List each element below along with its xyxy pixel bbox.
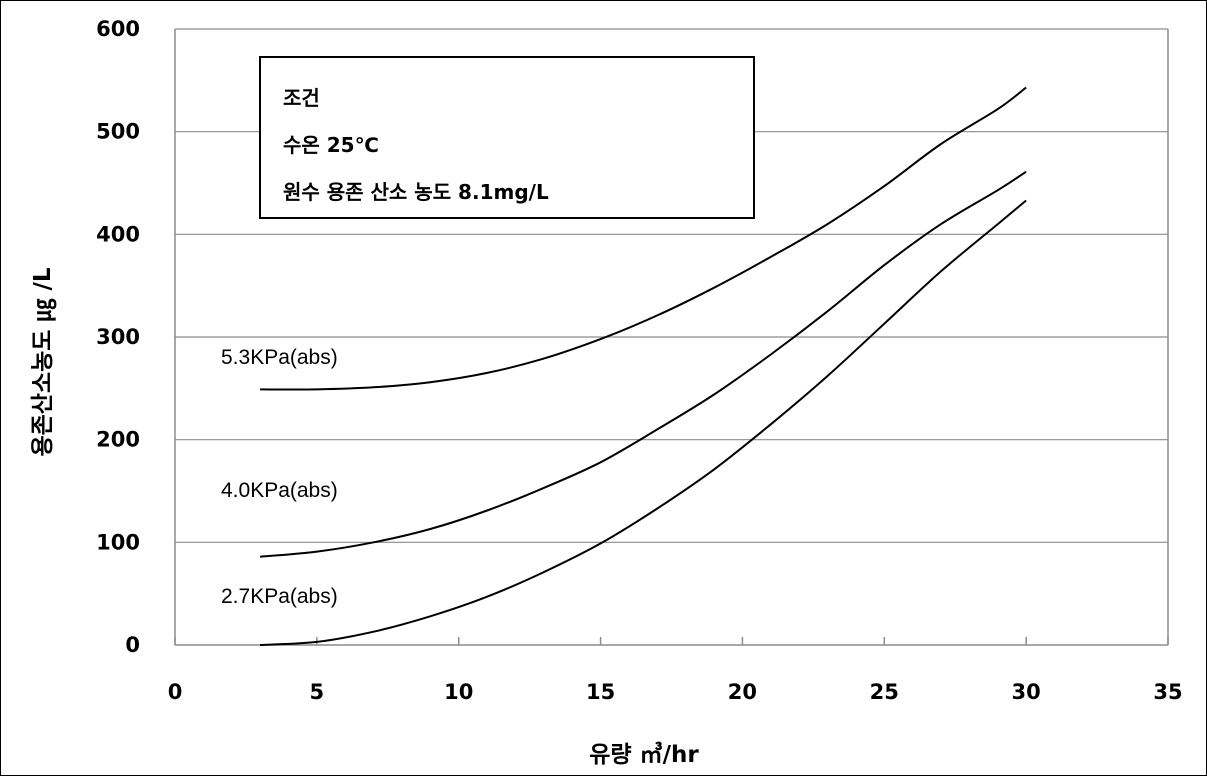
y-tick-label: 500 bbox=[96, 120, 140, 144]
x-tick-label: 25 bbox=[870, 680, 899, 704]
y-tick-label: 0 bbox=[125, 633, 140, 657]
y-axis-ticks: 0 100 200 300 400 500 600 bbox=[96, 17, 140, 657]
series-labels: 5.3KPa(abs) 4.0KPa(abs) 2.7KPa(abs) bbox=[221, 346, 338, 608]
series-line-0 bbox=[260, 86, 1027, 391]
y-tick-label: 600 bbox=[96, 17, 140, 41]
x-tick-label: 0 bbox=[168, 680, 183, 704]
series-label-0: 5.3KPa(abs) bbox=[221, 346, 338, 369]
x-tick-label: 35 bbox=[1153, 680, 1182, 704]
y-tick-label: 400 bbox=[96, 222, 140, 246]
condition-box: 조건 수온 25℃ 원수 용존 산소 농도 8.1mg/L bbox=[259, 56, 755, 219]
condition-source-do: 원수 용존 산소 농도 8.1mg/L bbox=[283, 180, 549, 204]
x-axis-ticks: 0 5 10 15 20 25 30 35 bbox=[168, 637, 1183, 704]
series-group bbox=[260, 86, 1027, 646]
series-line-1 bbox=[260, 170, 1027, 558]
condition-water-temp: 수온 25℃ bbox=[283, 133, 379, 157]
y-tick-label: 200 bbox=[96, 428, 140, 452]
condition-box-border bbox=[259, 56, 755, 219]
series-line-2 bbox=[260, 199, 1027, 646]
x-tick-label: 20 bbox=[728, 680, 757, 704]
series-label-2: 2.7KPa(abs) bbox=[221, 585, 338, 608]
x-axis-title: 유량 ㎥/hr bbox=[589, 741, 699, 768]
series-label-1: 4.0KPa(abs) bbox=[221, 479, 338, 502]
y-tick-label: 300 bbox=[96, 325, 140, 349]
y-tick-label: 100 bbox=[96, 530, 140, 554]
x-tick-label: 30 bbox=[1012, 680, 1041, 704]
plot-area bbox=[174, 29, 1169, 646]
condition-title: 조건 bbox=[283, 86, 320, 110]
x-tick-label: 5 bbox=[310, 680, 325, 704]
y-axis-title: 용존산소농도 ㎍ /L bbox=[30, 267, 57, 456]
x-tick-label: 10 bbox=[444, 680, 473, 704]
x-tick-label: 15 bbox=[586, 680, 615, 704]
